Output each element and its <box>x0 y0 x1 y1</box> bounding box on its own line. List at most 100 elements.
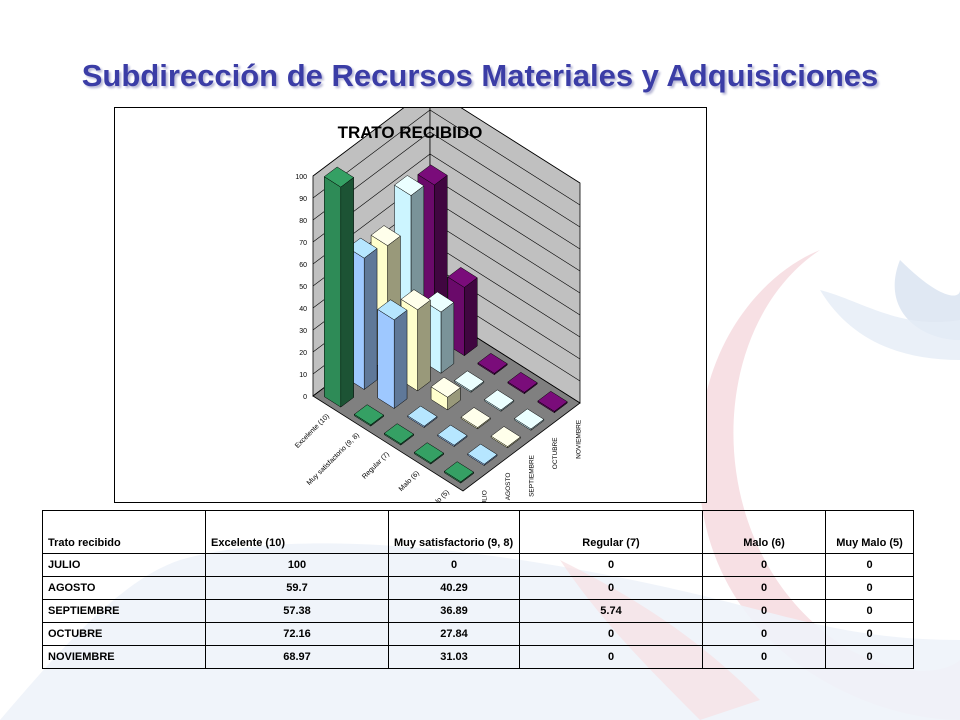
table-cell: 0 <box>519 645 703 669</box>
table-cell: 100 <box>205 553 389 577</box>
bar-side <box>393 309 408 410</box>
bar-side <box>340 176 354 408</box>
table-header-cell: Muy Malo (5) <box>825 510 914 554</box>
y-tick-label: 20 <box>299 350 307 357</box>
table-cell: AGOSTO <box>42 576 206 600</box>
table-cell: 59.7 <box>205 576 389 600</box>
table-cell: 36.89 <box>388 599 520 623</box>
chart-container: 0 10 20 30 40 50 60 70 80 90 100 Excelente (10) Muy … <box>114 107 707 503</box>
y-tick-label: 60 <box>299 262 307 269</box>
bar-top <box>430 376 461 398</box>
page-title: Subdirección de Recursos Materiales y Ad… <box>81 58 879 93</box>
x-category-label: Malo (6) <box>398 470 421 493</box>
x-category-label: Regular (7) <box>361 451 391 481</box>
bar-top <box>477 352 508 374</box>
table-cell: NOVIEMBRE <box>42 645 206 669</box>
y-tick-label: 70 <box>299 240 307 247</box>
table-cell: 0 <box>702 599 826 623</box>
y-tick-label: 0 <box>303 394 307 401</box>
table-header-cell: Excelente (10) <box>205 510 389 554</box>
bar-top <box>443 461 475 483</box>
table-cell: 57.38 <box>205 599 389 623</box>
table-header-cell: Trato recibido <box>42 510 206 554</box>
x-category-label: Excelente (10) <box>294 413 331 450</box>
bar-top <box>460 407 491 428</box>
bar-top <box>400 289 431 311</box>
bar-side <box>440 301 455 374</box>
table-row: AGOSTO 59.7 40.29 0 0 0 <box>42 576 914 600</box>
table-cell: 68.97 <box>205 645 389 669</box>
bar-top <box>484 389 515 411</box>
bar-top <box>377 299 408 321</box>
table-cell: 0 <box>825 599 914 623</box>
bar-top <box>437 424 468 446</box>
bar-top <box>454 370 485 392</box>
table-row: SEPTIEMBRE 57.38 36.89 5.74 0 0 <box>42 599 914 623</box>
table-cell: 5.74 <box>519 599 703 623</box>
table-cell: 72.16 <box>205 622 389 646</box>
y-tick-label: 100 <box>295 174 307 181</box>
table-cell: 0 <box>825 622 914 646</box>
table-cell: 0 <box>825 645 914 669</box>
table-cell: 40.29 <box>388 576 520 600</box>
bar <box>377 308 395 409</box>
bar-side <box>363 247 378 391</box>
table-cell: 0 <box>702 576 826 600</box>
bar-top <box>490 426 521 447</box>
table-cell: OCTUBRE <box>42 622 206 646</box>
table-cell: SEPTIEMBRE <box>42 599 206 623</box>
bar-top <box>537 390 568 412</box>
table-cell: 0 <box>825 553 914 577</box>
bar-top <box>353 404 385 426</box>
bar-side <box>417 299 431 392</box>
table-row: JULIO 100 0 0 0 0 <box>42 553 914 577</box>
y-tick-label: 90 <box>299 196 307 203</box>
data-table: Trato recibido Excelente (10) Muy satisf… <box>42 510 914 669</box>
chart-gridline <box>312 109 581 206</box>
table-cell: 27.84 <box>388 622 520 646</box>
table-header-cell: Regular (7) <box>519 510 703 554</box>
x-category-label: Muy Malo (5) <box>417 489 451 502</box>
series-label: JULIO <box>482 490 489 502</box>
table-cell: 0 <box>702 553 826 577</box>
table-cell: 31.03 <box>388 645 520 669</box>
bar <box>324 176 342 408</box>
series-label: SEPTIEMBRE <box>529 454 536 497</box>
bar-top <box>383 423 415 445</box>
bar-top <box>323 166 355 188</box>
bar-side <box>464 277 478 357</box>
table-header-cell: Malo (6) <box>702 510 826 554</box>
table-cell: 0 <box>519 576 703 600</box>
chart-title: TRATO RECIBIDO <box>338 123 483 142</box>
series-label: OCTUBRE <box>552 437 559 469</box>
x-category-label: Muy satisfactorio (9, 8) <box>306 432 361 487</box>
y-tick-label: 40 <box>299 306 307 313</box>
table-row: OCTUBRE 72.16 27.84 0 0 0 <box>42 622 914 646</box>
bar-top <box>370 225 401 246</box>
y-tick-label: 30 <box>299 328 307 335</box>
table-cell: 0 <box>702 622 826 646</box>
y-tick-label: 80 <box>299 218 307 225</box>
table-header-cell: Muy satisfactorio (9, 8) <box>388 510 520 554</box>
y-tick-label: 10 <box>299 372 307 379</box>
table-cell: 0 <box>519 622 703 646</box>
table-header-row: Trato recibido Excelente (10) Muy satisf… <box>42 510 914 554</box>
table-cell: 0 <box>702 645 826 669</box>
table-cell: JULIO <box>42 553 206 577</box>
bar-top <box>407 405 438 427</box>
bar-top <box>413 442 445 464</box>
series-label: NOVIEMBRE <box>575 419 582 459</box>
table-cell: 0 <box>825 576 914 600</box>
table-cell: 0 <box>519 553 703 577</box>
table-row: NOVIEMBRE 68.97 31.03 0 0 0 <box>42 645 914 669</box>
series-label: AGOSTO <box>505 473 512 501</box>
bar-top <box>394 175 425 196</box>
bar-top <box>507 371 538 393</box>
bar-top <box>424 291 455 313</box>
bar-top <box>467 443 498 465</box>
chart-gridline <box>312 108 581 184</box>
y-tick-label: 50 <box>299 284 307 291</box>
bar-top <box>347 237 378 259</box>
bar-top <box>447 267 478 288</box>
